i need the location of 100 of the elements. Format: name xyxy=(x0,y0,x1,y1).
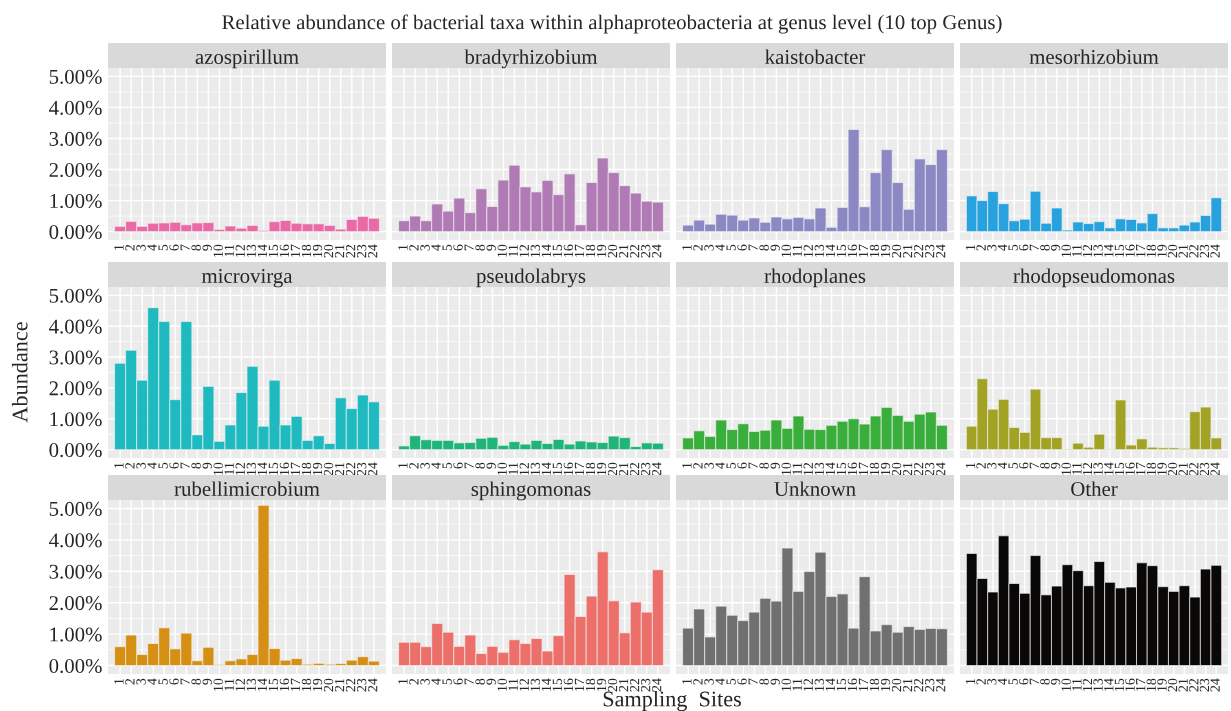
x-tick-label: 15 xyxy=(268,244,279,257)
x-tick-label: 21 xyxy=(334,245,345,258)
x-tick-label: 17 xyxy=(858,462,868,475)
x-tick-label: 22 xyxy=(629,462,640,476)
x-tick-label: 15 xyxy=(552,244,563,257)
x-tick-label: 15 xyxy=(1114,244,1125,257)
x-tick-label: 21 xyxy=(902,463,913,476)
x-tick-label: 10 xyxy=(213,462,223,475)
chart-title: microvirga xyxy=(201,269,293,288)
y-tick-label: 5.00% xyxy=(49,69,102,84)
chart-title: rubellimicrobium xyxy=(174,481,320,497)
x-tick-label: 1 xyxy=(114,679,124,684)
x-tick-label: 11 xyxy=(792,463,802,475)
x-tick-label: 3 xyxy=(704,678,714,685)
x-tick-label: 3 xyxy=(704,462,714,469)
x-tick-label: 23 xyxy=(1199,678,1210,692)
x-tick-label: 16 xyxy=(279,462,290,475)
x-tick-label: 4 xyxy=(997,678,1007,685)
x-tick-label: 4 xyxy=(997,244,1007,251)
x-tick-label: 16 xyxy=(279,678,290,691)
x-tick-label: 8 xyxy=(475,678,485,685)
x-tick-label: 20 xyxy=(607,462,618,476)
x-tick-label: 11 xyxy=(508,463,518,475)
x-tick-label: 22 xyxy=(345,678,356,692)
y-tick-label: 2.00% xyxy=(49,162,102,178)
x-tick-label: 22 xyxy=(345,462,356,476)
y-tick-label: 3.00% xyxy=(49,131,102,146)
x-tick-label: 20 xyxy=(1167,244,1178,258)
x-tick-label: 11 xyxy=(224,679,234,691)
x-tick-label: 10 xyxy=(1061,462,1071,475)
x-tick-label: 24 xyxy=(368,462,378,476)
x-tick-label: 9 xyxy=(486,678,496,685)
x-tick-label: 14 xyxy=(1104,678,1114,691)
y-tick-label: 2.00% xyxy=(49,381,102,396)
x-tick-label: 6 xyxy=(169,244,179,251)
x-tick-label: 7 xyxy=(748,678,758,685)
x-tick-label: 21 xyxy=(1178,245,1188,258)
x-tick-label: 18 xyxy=(301,244,312,257)
x-tick-label: 3 xyxy=(136,678,146,685)
x-tick-label: 21 xyxy=(618,463,629,476)
x-tick-label: 7 xyxy=(180,244,190,251)
x-tick-label: 5 xyxy=(442,462,452,469)
x-tick-label: 22 xyxy=(629,678,640,692)
x-tick-label: 15 xyxy=(836,244,847,257)
x-tick-label: 24 xyxy=(368,678,378,692)
x-tick-label: 17 xyxy=(290,462,300,475)
x-tick-label: 18 xyxy=(585,678,596,691)
x-tick-label: 4 xyxy=(715,244,725,251)
x-tick-label: 2 xyxy=(976,462,986,469)
x-tick-label: 18 xyxy=(585,244,596,257)
x-tick-label: 18 xyxy=(869,678,880,691)
x-tick-label: 15 xyxy=(1114,678,1125,691)
x-tick-label: 4 xyxy=(997,462,1007,469)
y-tick-label: 3.00% xyxy=(49,564,102,579)
x-tick-label: 10 xyxy=(213,678,223,691)
x-tick-label: 23 xyxy=(356,244,367,258)
x-tick-label: 12 xyxy=(803,462,813,475)
x-tick-label: 15 xyxy=(552,678,563,691)
x-tick-label: 13 xyxy=(814,678,824,691)
x-tick-label: 9 xyxy=(1050,462,1061,469)
x-tick-label: 8 xyxy=(759,244,769,251)
x-tick-label: 24 xyxy=(1210,678,1220,692)
x-tick-label: 21 xyxy=(618,245,629,258)
x-tick-label: 4 xyxy=(147,462,157,469)
x-tick-label: 20 xyxy=(1167,678,1178,692)
x-tick-label: 11 xyxy=(224,245,234,257)
x-tick-label: 6 xyxy=(1019,244,1029,251)
y-tick-label: 2.00% xyxy=(49,596,102,611)
x-tick-label: 11 xyxy=(508,245,518,257)
x-tick-label: 23 xyxy=(356,678,367,692)
x-tick-label: 9 xyxy=(202,244,212,251)
text: Relative abundance of bacterial taxa within alphaproteobacteria at genus level (10 top Genus) xyxy=(222,14,1002,34)
x-tick-label: 20 xyxy=(323,462,334,476)
x-tick-label: 17 xyxy=(858,244,868,257)
chart-title: azospirillum xyxy=(195,49,299,69)
x-tick-label: 6 xyxy=(169,462,179,469)
x-tick-label: 21 xyxy=(1178,679,1188,692)
chart-title: Unknown xyxy=(774,481,856,497)
x-tick-label: 12 xyxy=(803,244,813,257)
y-tick-label: 4.00% xyxy=(49,100,102,115)
x-tick-label: 7 xyxy=(1029,244,1039,251)
chart-title: sphingomonas xyxy=(471,481,591,501)
x-tick-label: 3 xyxy=(420,678,430,685)
x-tick-label: 5 xyxy=(158,244,168,251)
x-tick-label: 10 xyxy=(497,678,507,691)
x-tick-label: 5 xyxy=(158,462,168,469)
x-tick-label: 8 xyxy=(759,462,769,469)
x-tick-label: 23 xyxy=(924,462,935,476)
x-tick-label: 1 xyxy=(682,679,692,684)
x-tick-label: 7 xyxy=(748,244,758,251)
x-tick-label: 12 xyxy=(803,678,813,691)
x-tick-label: 19 xyxy=(880,244,891,257)
x-tick-label: 21 xyxy=(902,245,913,258)
x-tick-label: 1 xyxy=(682,245,692,250)
x-tick-label: 6 xyxy=(453,244,463,251)
x-tick-label: 2 xyxy=(409,244,419,251)
x-tick-label: 20 xyxy=(891,244,902,258)
x-tick-label: 12 xyxy=(519,244,529,257)
x-tick-label: 22 xyxy=(345,244,356,258)
chart-title: pseudolabrys xyxy=(476,268,586,288)
